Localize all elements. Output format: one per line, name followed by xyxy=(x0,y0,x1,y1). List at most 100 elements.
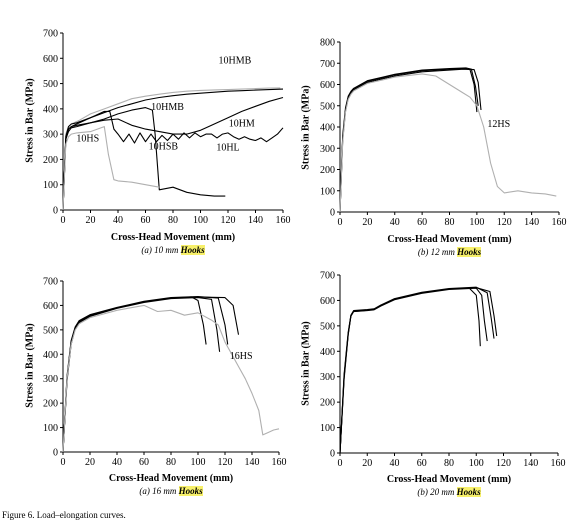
chart-panel-20mm: 0 20 40 60 80 100 120 140 160 0 100 200 300 400 500 600… xyxy=(288,268,577,508)
x-tick-label: 20 xyxy=(86,215,96,226)
y-tick-label: 100 xyxy=(43,180,58,191)
x-tick-label: 100 xyxy=(191,457,206,468)
caption-prefix: (b) 20 mm xyxy=(417,487,457,497)
x-axis-title: Cross-Head Movement (mm) xyxy=(108,473,234,484)
y-tick-label: 200 xyxy=(320,398,335,409)
x-tick-label: 0 xyxy=(61,215,66,226)
x-tick-label: 40 xyxy=(112,457,122,468)
chart-panel-16mm: 0 20 40 60 80 100 120 140 160 0 100 200 300 400 500 600… xyxy=(0,268,290,508)
x-tick-label: 160 xyxy=(551,458,566,469)
y-tick-label: 200 xyxy=(43,399,58,410)
series-line-10hs xyxy=(62,126,160,211)
series-line-specimen-1 xyxy=(339,68,478,213)
y-tick-label: 400 xyxy=(43,350,58,361)
y-axis-title: Stress in Bar (MPa) xyxy=(300,85,312,170)
series-line-10hsb xyxy=(62,107,226,211)
series-line-10hl xyxy=(62,110,284,211)
chart-svg-10mm: 0 20 40 60 80 100 120 140 160 0 100 200 300 400 500 600… xyxy=(43,29,291,227)
annotation-label: 16HS xyxy=(230,351,253,362)
x-tick-label: 0 xyxy=(61,457,66,468)
x-tick-label: 140 xyxy=(248,215,263,226)
caption-highlight: Hooks xyxy=(456,487,481,497)
x-axis-title: Cross-Head Movement (mm) xyxy=(110,232,236,243)
y-tick-label: 500 xyxy=(320,321,335,332)
y-tick-label: 0 xyxy=(330,208,335,219)
caption-prefix: (a) 10 mm xyxy=(141,245,181,255)
x-tick-label: 60 xyxy=(139,457,149,468)
figure-caption: Figure 6. Load–elongation curves. xyxy=(2,510,126,520)
y-tick-label: 300 xyxy=(320,372,335,383)
y-tick-label: 700 xyxy=(43,29,58,40)
caption-highlight: Hooks xyxy=(457,247,482,257)
y-tick-label: 0 xyxy=(53,206,58,217)
x-axis-title: Cross-Head Movement (mm) xyxy=(386,474,512,485)
series-line-specimen-3 xyxy=(62,296,229,453)
y-tick-label: 600 xyxy=(320,80,335,91)
y-tick-label: 500 xyxy=(43,325,58,336)
y-tick-label: 800 xyxy=(320,38,335,49)
x-tick-label: 80 xyxy=(168,215,178,226)
chart-panel-10mm: 0 20 40 60 80 100 120 140 160 0 100 200 300 400 500 600… xyxy=(0,0,291,262)
series-line-16hs xyxy=(62,304,280,453)
x-tick-label: 40 xyxy=(113,215,123,226)
panel-caption: (a) 16 mm Hooks xyxy=(63,486,279,496)
series-line-specimen-4 xyxy=(339,287,498,454)
x-tick-label: 0 xyxy=(338,458,343,469)
y-axis-title: Stress in Bar (MPa) xyxy=(300,321,312,406)
annotation-label: 10HM xyxy=(229,119,255,130)
y-axis-title: Stress in Bar (MPa) xyxy=(24,323,36,408)
x-tick-label: 120 xyxy=(218,457,233,468)
x-axis-title: Cross-Head Movement (mm) xyxy=(387,234,512,245)
annotation-label: 10HL xyxy=(216,142,239,153)
x-tick-label: 140 xyxy=(523,458,538,469)
x-tick-label: 40 xyxy=(390,217,400,228)
annotation-label: 10HS xyxy=(76,134,99,145)
x-tick-label: 40 xyxy=(390,458,400,469)
y-tick-label: 0 xyxy=(53,448,58,459)
x-tick-label: 20 xyxy=(362,458,372,469)
x-tick-label: 80 xyxy=(166,457,176,468)
y-axis-title: Stress in Bar (MPa) xyxy=(24,78,36,163)
y-tick-label: 100 xyxy=(320,186,335,197)
x-tick-label: 0 xyxy=(338,217,343,228)
y-tick-label: 600 xyxy=(320,296,335,307)
series-line-specimen-2 xyxy=(339,287,488,454)
x-tick-label: 120 xyxy=(496,458,511,469)
annotation-label: 12HS xyxy=(487,119,510,130)
series-line-specimen-1 xyxy=(339,287,481,454)
x-tick-label: 100 xyxy=(469,458,484,469)
x-tick-label: 160 xyxy=(276,215,291,226)
chart-panel-12mm: 0 20 40 60 80 100 120 140 160 0 100 200 300 400 500 600… xyxy=(288,0,577,262)
panel-caption: (b) 20 mm Hooks xyxy=(340,487,558,497)
annotation-label: 10HMB xyxy=(218,55,251,66)
annotation-label: 10HMB xyxy=(151,102,184,113)
y-tick-label: 300 xyxy=(43,130,58,141)
series-line-specimen-3 xyxy=(339,67,479,213)
y-tick-label: 400 xyxy=(320,347,335,358)
y-tick-label: 100 xyxy=(320,423,335,434)
x-tick-label: 120 xyxy=(497,217,512,228)
x-tick-label: 20 xyxy=(85,457,95,468)
annotation-label: 10HSB xyxy=(149,141,179,152)
x-tick-label: 60 xyxy=(417,217,427,228)
y-tick-label: 200 xyxy=(320,165,335,176)
y-tick-label: 0 xyxy=(330,449,335,460)
y-tick-label: 600 xyxy=(43,54,58,65)
series-line-10hm xyxy=(62,96,284,211)
series-line-specimen-2 xyxy=(62,297,221,453)
x-tick-label: 140 xyxy=(524,217,539,228)
chart-svg-16mm: 0 20 40 60 80 100 120 140 160 0 100 200 300 400 500 600… xyxy=(43,277,287,469)
y-tick-label: 500 xyxy=(43,79,58,90)
x-tick-label: 20 xyxy=(362,217,372,228)
panel-caption: (b) 12 mm Hooks xyxy=(340,247,559,257)
panel-caption: (a) 10 mm Hooks xyxy=(63,245,283,255)
x-tick-label: 100 xyxy=(193,215,208,226)
y-tick-label: 600 xyxy=(43,301,58,312)
y-tick-label: 200 xyxy=(43,155,58,166)
y-tick-label: 300 xyxy=(320,144,335,155)
x-tick-label: 160 xyxy=(552,217,567,228)
x-tick-label: 120 xyxy=(221,215,236,226)
x-tick-label: 80 xyxy=(444,458,454,469)
caption-highlight: Hooks xyxy=(178,486,203,496)
